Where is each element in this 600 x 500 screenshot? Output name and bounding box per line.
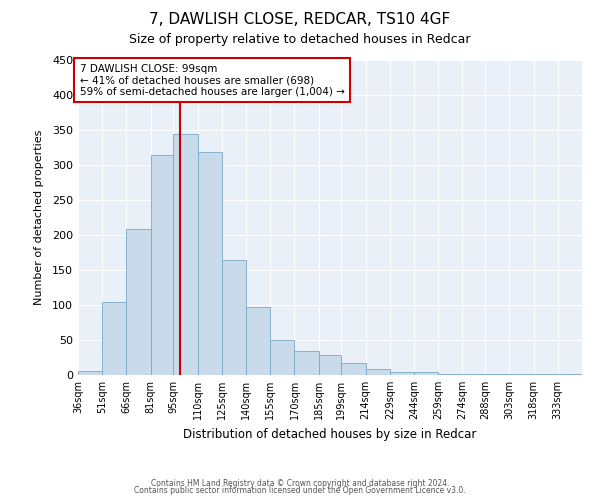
Text: 7 DAWLISH CLOSE: 99sqm
← 41% of detached houses are smaller (698)
59% of semi-de: 7 DAWLISH CLOSE: 99sqm ← 41% of detached… (80, 64, 344, 96)
Bar (295, 350, 319, 375)
Text: 7, DAWLISH CLOSE, REDCAR, TS10 4GF: 7, DAWLISH CLOSE, REDCAR, TS10 4GF (149, 12, 451, 28)
Bar (558, 374, 582, 375)
Bar (246, 307, 270, 375)
Bar (319, 356, 341, 375)
Bar (438, 374, 463, 375)
Text: Size of property relative to detached houses in Redcar: Size of property relative to detached ho… (129, 32, 471, 46)
Text: Contains HM Land Registry data © Crown copyright and database right 2024.: Contains HM Land Registry data © Crown c… (151, 478, 449, 488)
Bar (102, 302, 127, 375)
X-axis label: Distribution of detached houses by size in Redcar: Distribution of detached houses by size … (184, 428, 476, 440)
Bar (533, 374, 558, 375)
Bar (463, 374, 485, 375)
Bar (127, 228, 151, 375)
Text: Contains public sector information licensed under the Open Government Licence v3: Contains public sector information licen… (134, 486, 466, 495)
Bar (509, 374, 533, 375)
Bar (365, 368, 390, 375)
Bar (173, 134, 197, 375)
Bar (222, 260, 246, 375)
Bar (414, 372, 438, 375)
Y-axis label: Number of detached properties: Number of detached properties (34, 130, 44, 305)
Bar (270, 340, 295, 375)
Bar (485, 374, 509, 375)
Bar (78, 371, 102, 375)
Bar (197, 152, 222, 375)
Bar (341, 363, 365, 375)
Bar (390, 372, 414, 375)
Bar (151, 154, 173, 375)
